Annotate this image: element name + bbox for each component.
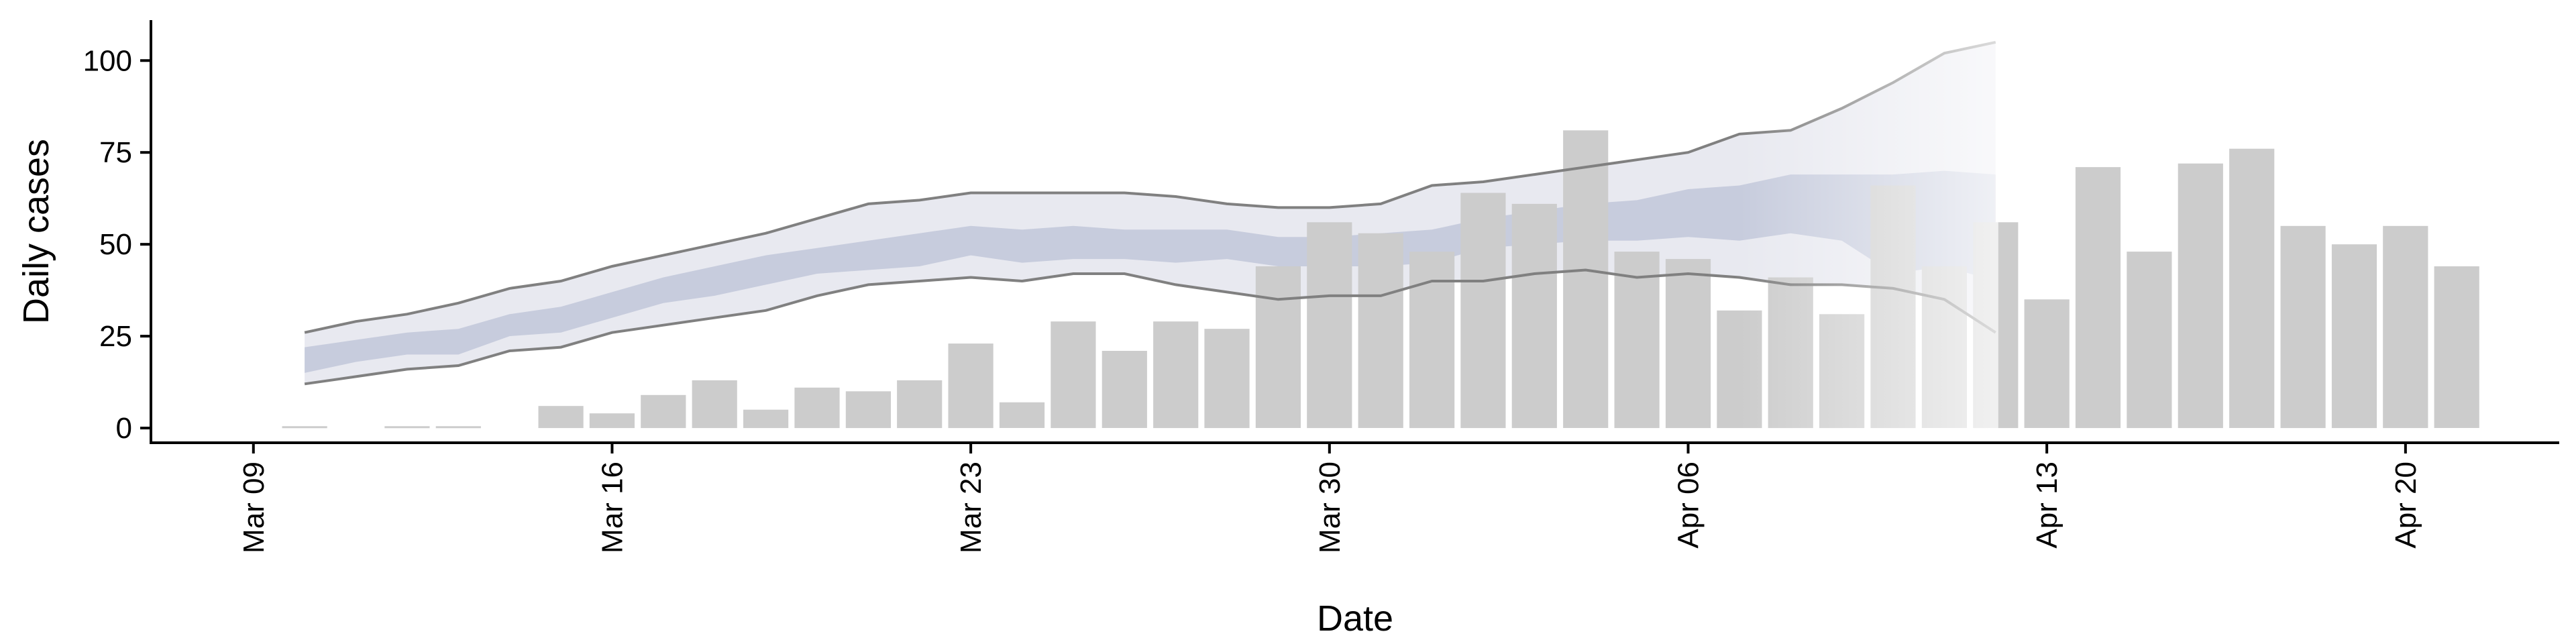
bar (692, 380, 737, 429)
bar (743, 409, 789, 429)
y-tick-label: 75 (99, 136, 132, 169)
bar (845, 391, 891, 429)
bar (435, 426, 481, 429)
bar (538, 406, 584, 429)
bar (897, 380, 943, 429)
x-tick-label: Mar 09 (237, 462, 270, 553)
bar (1460, 193, 1506, 429)
x-tick-label: Mar 30 (1313, 462, 1346, 553)
bar (1358, 233, 1403, 428)
bar (1563, 130, 1609, 429)
axes (150, 20, 2559, 444)
bar (1051, 321, 1096, 429)
bar (2331, 244, 2377, 429)
bar (1409, 252, 1455, 429)
bar (2229, 148, 2275, 428)
bar (794, 387, 840, 429)
bar (589, 413, 635, 429)
bar (2434, 266, 2479, 428)
y-tick-label: 50 (99, 228, 132, 261)
bar (2075, 167, 2121, 429)
bar (641, 394, 686, 429)
y-tick-label: 0 (116, 412, 132, 445)
x-tick-label: Apr 20 (2390, 462, 2422, 549)
bar (1511, 203, 1557, 429)
bar (1307, 222, 1352, 429)
bar (2127, 252, 2172, 429)
bar (384, 426, 430, 429)
forecast-fade-overlay (1739, 20, 1998, 443)
x-axis-ticks: Mar 09 Mar 16 Mar 23 Mar 30 Apr 06 Apr 13 Apr … (237, 443, 2422, 553)
bar (282, 426, 327, 429)
y-axis-ticks: 0 25 50 75 100 (83, 44, 151, 445)
x-tick-label: Apr 06 (1672, 462, 1705, 549)
bar (1204, 329, 1250, 429)
bar (999, 402, 1045, 428)
y-axis-title: Daily cases (16, 139, 56, 324)
x-tick-label: Apr 13 (2031, 462, 2063, 549)
bar (1102, 351, 1147, 428)
bar (2024, 299, 2070, 428)
x-tick-label: Mar 23 (955, 462, 987, 553)
outer-interval-band (305, 42, 1996, 384)
x-axis-title: Date (1317, 598, 1393, 639)
upper-bound-line (304, 40, 1996, 334)
bar (2383, 225, 2428, 429)
bar (2178, 163, 2223, 429)
x-tick-label: Mar 16 (596, 462, 629, 553)
y-tick-label: 100 (83, 44, 132, 77)
bar (2280, 225, 2326, 429)
forecast-bound-lines (304, 40, 1996, 386)
bar (1153, 321, 1199, 429)
bar (1255, 266, 1301, 428)
bar (1665, 259, 1711, 429)
bar (1614, 252, 1660, 429)
lower-bound-line (304, 268, 1996, 386)
y-tick-label: 25 (99, 320, 132, 353)
bar (948, 343, 994, 429)
